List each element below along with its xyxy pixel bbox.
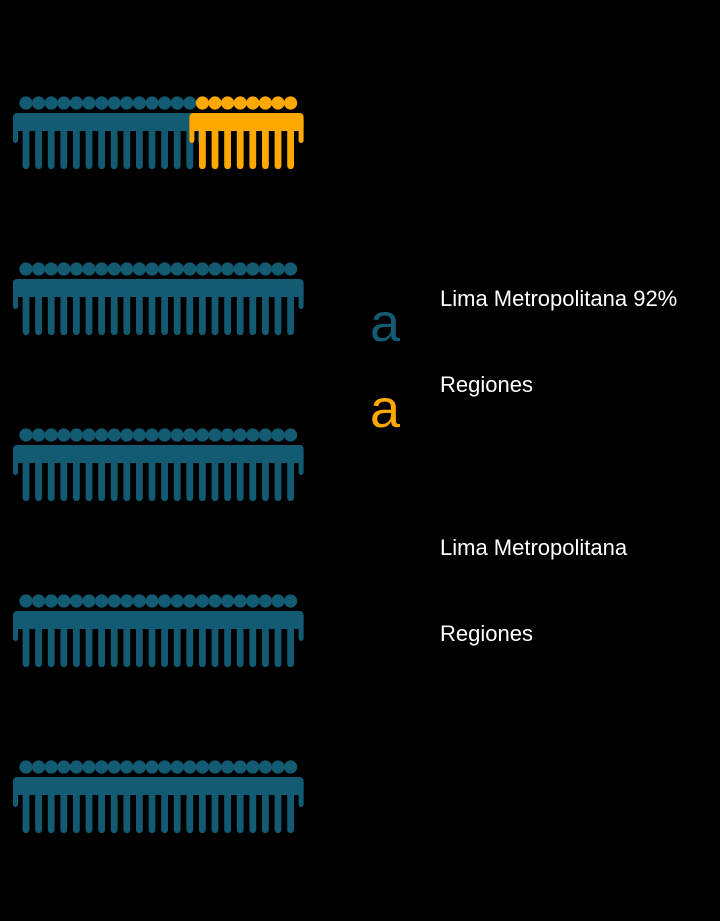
person-icon-group-lima-metropolitana [13, 428, 304, 501]
person-icon-group-lima-metropolitana [13, 262, 304, 335]
pictogram-row [13, 594, 304, 667]
legend-swatch-lima: a [370, 293, 401, 353]
person-icon-group-lima-metropolitana [13, 96, 203, 169]
legend-swatch-regiones: a [370, 379, 401, 439]
legend-label-lima-2: Lima Metropolitana [440, 535, 628, 560]
legend-label-lima: Lima Metropolitana 92% [440, 286, 678, 311]
pictogram-row [13, 428, 304, 501]
person-icon-group-lima-metropolitana [13, 760, 304, 833]
pictogram-row [13, 760, 304, 833]
person-icon-group-regiones [189, 96, 304, 169]
pictogram-row [13, 96, 304, 169]
person-icon-group-lima-metropolitana [13, 594, 304, 667]
pictogram-row [13, 262, 304, 335]
legend-label-regiones-2: Regiones [440, 621, 533, 646]
legend-label-regiones: Regiones [440, 372, 533, 397]
